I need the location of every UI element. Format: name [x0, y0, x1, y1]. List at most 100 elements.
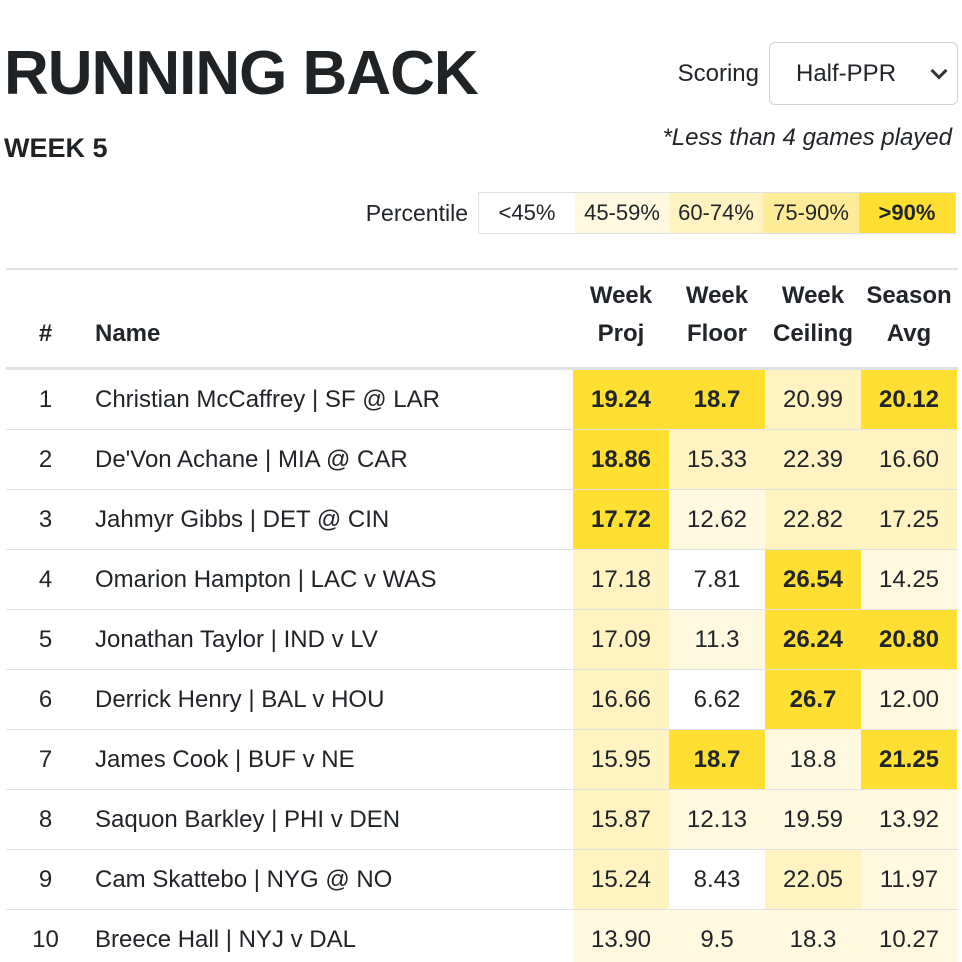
floor-cell: 18.7 — [669, 370, 765, 429]
ceiling-cell: 20.99 — [765, 370, 861, 429]
avg-cell: 10.27 — [861, 910, 957, 962]
col-avg-header-line2: Avg — [886, 320, 932, 347]
proj-cell: 13.90 — [573, 910, 669, 962]
proj-cell: 17.72 — [573, 490, 669, 549]
ceiling-cell: 26.54 — [765, 550, 861, 609]
floor-cell: 18.7 — [669, 730, 765, 789]
col-name-header[interactable]: Name — [95, 320, 161, 347]
rank-cell: 2 — [38, 445, 53, 473]
avg-cell: 11.97 — [861, 850, 957, 909]
avg-cell: 14.25 — [861, 550, 957, 609]
floor-cell: 9.5 — [669, 910, 765, 962]
floor-cell: 6.62 — [669, 670, 765, 729]
percentile-tier: 75-90% — [763, 193, 859, 233]
week-label: WEEK 5 — [4, 133, 108, 163]
col-floor-header-line2: Floor — [686, 320, 747, 347]
proj-cell: 19.24 — [573, 370, 669, 429]
floor-cell: 12.62 — [669, 490, 765, 549]
ceiling-cell: 22.82 — [765, 490, 861, 549]
avg-cell: 21.25 — [861, 730, 957, 789]
rank-cell: 8 — [38, 805, 53, 833]
floor-cell: 7.81 — [669, 550, 765, 609]
rank-cell: 4 — [38, 565, 53, 593]
table-row[interactable]: 8 Saquon Barkley | PHI v DEN 15.87 12.13 19.… — [6, 790, 958, 850]
table-row[interactable]: 4 Omarion Hampton | LAC v WAS 17.18 7.81 26.… — [6, 550, 958, 610]
col-ceiling-header[interactable]: Week Ceiling — [765, 270, 861, 367]
table-body: 1 Christian McCaffrey | SF @ LAR 19.24 18.7… — [6, 370, 958, 962]
table-row[interactable]: 9 Cam Skattebo | NYG @ NO 15.24 8.43 22.05 11… — [6, 850, 958, 910]
rank-cell: 5 — [38, 625, 53, 653]
player-name-cell[interactable]: Saquon Barkley | PHI v DEN — [95, 805, 401, 833]
percentile-tier: 45-59% — [575, 193, 669, 233]
player-name-cell[interactable]: Christian McCaffrey | SF @ LAR — [95, 385, 440, 413]
table-row[interactable]: 3 Jahmyr Gibbs | DET @ CIN 17.72 12.62 22.82… — [6, 490, 958, 550]
scoring-control: Scoring Half-PPR — [678, 42, 958, 105]
rank-cell: 7 — [38, 745, 53, 773]
proj-cell: 15.87 — [573, 790, 669, 849]
proj-cell: 18.86 — [573, 430, 669, 489]
player-name-cell[interactable]: Cam Skattebo | NYG @ NO — [95, 865, 393, 893]
ceiling-cell: 18.8 — [765, 730, 861, 789]
player-name-cell[interactable]: De'Von Achane | MIA @ CAR — [95, 445, 408, 473]
rank-cell: 1 — [38, 385, 53, 413]
col-floor-header-line1: Week — [685, 282, 749, 309]
proj-cell: 17.18 — [573, 550, 669, 609]
player-name-cell[interactable]: Jahmyr Gibbs | DET @ CIN — [95, 505, 390, 533]
proj-cell: 17.09 — [573, 610, 669, 669]
avg-cell: 12.00 — [861, 670, 957, 729]
table-row[interactable]: 6 Derrick Henry | BAL v HOU 16.66 6.62 26.7 1… — [6, 670, 958, 730]
table-row[interactable]: 2 De'Von Achane | MIA @ CAR 18.86 15.33 22.3… — [6, 430, 958, 490]
percentile-tier: 60-74% — [669, 193, 763, 233]
ceiling-cell: 26.24 — [765, 610, 861, 669]
ceiling-cell: 18.3 — [765, 910, 861, 962]
table-row[interactable]: 10 Breece Hall | NYJ v DAL 13.90 9.5 18.3 10.… — [6, 910, 958, 962]
games-played-note: *Less than 4 games played — [662, 124, 952, 151]
percentile-label: Percentile — [365, 199, 468, 226]
avg-cell: 20.80 — [861, 610, 957, 669]
col-ceiling-header-line1: Week — [781, 282, 845, 309]
col-proj-header[interactable]: Week Proj — [573, 270, 669, 367]
player-name-cell[interactable]: Jonathan Taylor | IND v LV — [95, 625, 378, 653]
proj-cell: 15.24 — [573, 850, 669, 909]
percentile-legend: Percentile <45% 45-59% 60-74% 75-90% >90% — [366, 192, 956, 234]
rank-cell: 3 — [38, 505, 53, 533]
table-row[interactable]: 1 Christian McCaffrey | SF @ LAR 19.24 18.7… — [6, 370, 958, 430]
col-rank-header[interactable]: # — [38, 320, 53, 347]
rankings-table: # Name Week Proj Week Floor Week Ceiling Se… — [6, 268, 958, 962]
ceiling-cell: 22.39 — [765, 430, 861, 489]
col-avg-header[interactable]: Season Avg — [861, 270, 957, 367]
table-header: # Name Week Proj Week Floor Week Ceiling Se… — [6, 270, 958, 370]
floor-cell: 12.13 — [669, 790, 765, 849]
ceiling-cell: 22.05 — [765, 850, 861, 909]
proj-cell: 16.66 — [573, 670, 669, 729]
avg-cell: 16.60 — [861, 430, 957, 489]
floor-cell: 15.33 — [669, 430, 765, 489]
percentile-tier: >90% — [859, 193, 955, 233]
col-proj-header-line1: Week — [589, 282, 653, 309]
col-ceiling-header-line2: Ceiling — [772, 320, 853, 347]
floor-cell: 8.43 — [669, 850, 765, 909]
chevron-down-icon — [930, 62, 948, 79]
player-name-cell[interactable]: Breece Hall | NYJ v DAL — [95, 925, 356, 953]
avg-cell: 17.25 — [861, 490, 957, 549]
scoring-select[interactable]: Half-PPR — [769, 42, 958, 105]
page-title: RUNNING BACK — [4, 39, 479, 108]
floor-cell: 11.3 — [669, 610, 765, 669]
table-row[interactable]: 7 James Cook | BUF v NE 15.95 18.7 18.8 21.25 — [6, 730, 958, 790]
ceiling-cell: 19.59 — [765, 790, 861, 849]
player-name-cell[interactable]: Derrick Henry | BAL v HOU — [95, 685, 385, 713]
avg-cell: 20.12 — [861, 370, 957, 429]
col-proj-header-line2: Proj — [597, 320, 645, 347]
col-avg-header-line1: Season — [866, 282, 952, 309]
ceiling-cell: 26.7 — [765, 670, 861, 729]
player-name-cell[interactable]: James Cook | BUF v NE — [95, 745, 355, 773]
scoring-label: Scoring — [677, 59, 759, 87]
player-name-cell[interactable]: Omarion Hampton | LAC v WAS — [95, 565, 437, 593]
table-row[interactable]: 5 Jonathan Taylor | IND v LV 17.09 11.3 26.2… — [6, 610, 958, 670]
col-floor-header[interactable]: Week Floor — [669, 270, 765, 367]
rank-cell: 9 — [38, 865, 53, 893]
avg-cell: 13.92 — [861, 790, 957, 849]
percentile-tier: <45% — [479, 193, 575, 233]
rank-cell: 10 — [32, 925, 59, 953]
scoring-selected-value: Half-PPR — [796, 59, 897, 87]
